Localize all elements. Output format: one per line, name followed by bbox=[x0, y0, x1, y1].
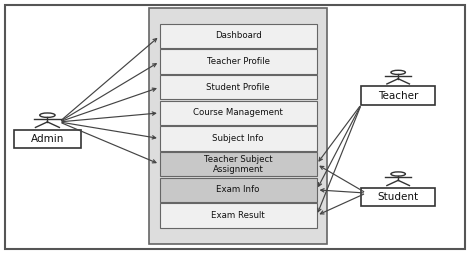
FancyBboxPatch shape bbox=[160, 24, 317, 48]
FancyBboxPatch shape bbox=[160, 203, 317, 228]
Text: Exam Info: Exam Info bbox=[217, 185, 260, 194]
FancyBboxPatch shape bbox=[5, 5, 465, 249]
FancyBboxPatch shape bbox=[160, 101, 317, 125]
FancyBboxPatch shape bbox=[361, 188, 435, 206]
FancyBboxPatch shape bbox=[14, 130, 81, 148]
Text: Student Profile: Student Profile bbox=[206, 83, 270, 92]
Text: Course Management: Course Management bbox=[193, 108, 283, 117]
FancyBboxPatch shape bbox=[160, 49, 317, 74]
Text: Subject Info: Subject Info bbox=[212, 134, 264, 143]
FancyBboxPatch shape bbox=[160, 126, 317, 151]
Text: Dashboard: Dashboard bbox=[215, 31, 262, 40]
Text: Teacher Profile: Teacher Profile bbox=[207, 57, 270, 66]
Text: Teacher: Teacher bbox=[378, 91, 419, 101]
FancyBboxPatch shape bbox=[361, 86, 435, 105]
FancyBboxPatch shape bbox=[149, 8, 327, 244]
FancyBboxPatch shape bbox=[160, 178, 317, 202]
Text: Admin: Admin bbox=[31, 134, 64, 144]
FancyBboxPatch shape bbox=[160, 75, 317, 100]
Text: Student: Student bbox=[378, 192, 419, 202]
Text: Teacher Subject
Assignment: Teacher Subject Assignment bbox=[204, 155, 273, 174]
FancyBboxPatch shape bbox=[160, 152, 317, 176]
Text: Exam Result: Exam Result bbox=[211, 211, 265, 220]
